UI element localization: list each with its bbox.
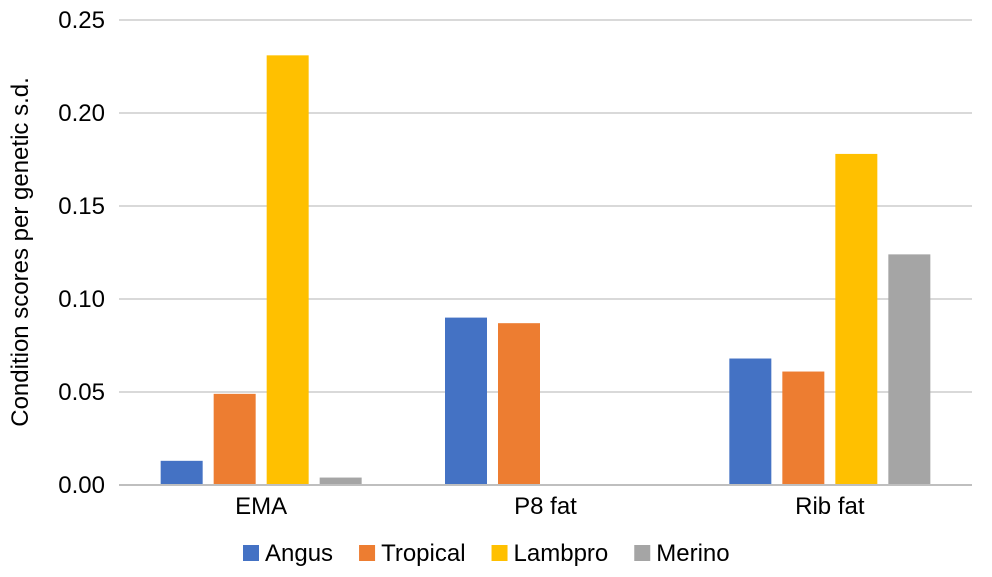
legend-label: Tropical: [381, 540, 465, 567]
legend-swatch: [491, 545, 508, 561]
x-axis-ticks: EMA P8 fat Rib fat: [235, 493, 865, 520]
legend-label: Merino: [656, 540, 729, 567]
legend-swatch: [634, 545, 651, 561]
legend-item-angus: Angus: [243, 540, 333, 567]
y-tick-label: 0.10: [58, 286, 105, 313]
legend-item-tropical: Tropical: [359, 540, 466, 567]
legend-label: Lambpro: [514, 540, 609, 567]
y-tick-label: 0.15: [58, 193, 105, 220]
y-tick-label: 0.05: [58, 379, 105, 406]
legend-item-lambpro: Lambpro: [491, 540, 609, 567]
legend-swatch: [243, 545, 259, 561]
gridlines: [119, 19, 972, 393]
bar-lambpro-rib-fat: [835, 153, 878, 486]
y-tick-label: 0.20: [58, 100, 105, 127]
x-tick-label: P8 fat: [514, 493, 577, 520]
bars: [160, 55, 931, 486]
y-axis-ticks: 0.00 0.05 0.10 0.15 0.20 0.25: [58, 7, 105, 499]
bar-angus-ema: [160, 460, 203, 485]
legend-item-merino: Merino: [634, 540, 730, 567]
bar-lambpro-ema: [266, 55, 309, 486]
legend-swatch: [359, 545, 376, 561]
bar-tropical-ema: [213, 393, 256, 485]
y-tick-label: 0.25: [58, 7, 105, 34]
x-tick-label: Rib fat: [795, 493, 865, 520]
bar-merino-rib-fat: [888, 254, 931, 485]
bar-angus-p8-fat: [445, 317, 487, 485]
legend: Angus Tropical Lambpro Merino: [243, 540, 730, 567]
bar-tropical-p8-fat: [498, 323, 540, 485]
y-axis-label: Condition scores per genetic s.d.: [7, 77, 34, 427]
bar-angus-rib-fat: [729, 358, 772, 485]
y-tick-label: 0.00: [58, 472, 105, 499]
legend-label: Angus: [265, 540, 333, 567]
x-tick-label: EMA: [235, 493, 287, 520]
bar-tropical-rib-fat: [782, 371, 825, 485]
bar-merino-ema: [319, 477, 362, 485]
